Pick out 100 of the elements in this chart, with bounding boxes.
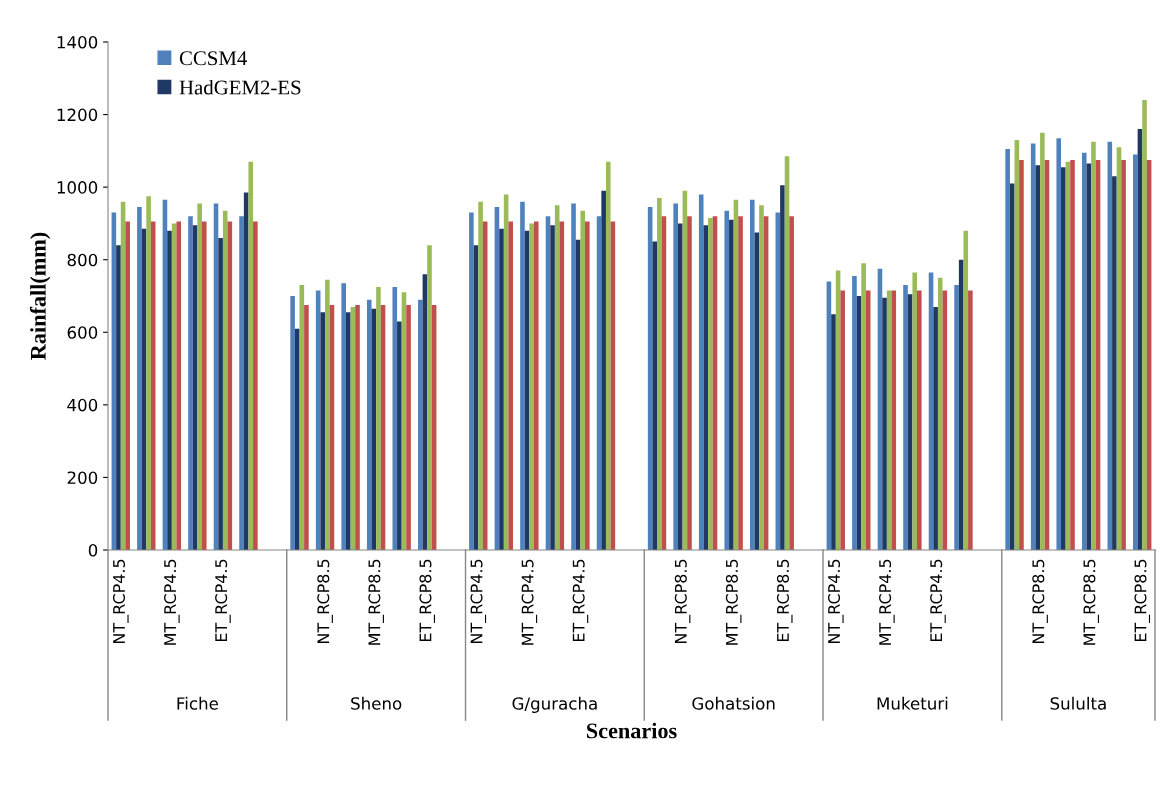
bar [759,205,764,550]
bar [167,230,172,550]
x-tick-label: MT_RCP8.5 [368,559,384,645]
x-tick-label: MT_RCP8.5 [1083,559,1099,645]
bar [1091,141,1096,550]
bar [937,277,943,550]
legend-label: HadGEM2-ES [179,79,301,95]
bar [188,216,193,550]
bar [954,285,959,550]
bar [917,290,922,550]
bar [478,201,483,550]
bar [201,221,207,550]
bar [861,263,866,550]
bar [529,223,534,550]
bar [218,237,223,550]
bar [738,216,743,550]
x-tick-label: ET_RCP8.5 [1134,559,1151,642]
bar [290,296,295,550]
bar [1142,100,1147,550]
bar [176,221,182,550]
bar [499,228,504,550]
text: Sheno [351,696,402,710]
bar [325,279,330,550]
bar [406,305,411,550]
y-axis-title: Rainfall(mm) [29,232,51,360]
text: Fiche [177,696,218,710]
x-tick-label: NT_RCP4.5 [112,559,129,643]
bar [749,199,755,550]
bar [1005,149,1010,550]
bar [508,221,514,550]
bar [520,201,525,550]
bar [963,230,969,550]
bar [355,305,360,550]
bar [1019,159,1024,550]
bar [580,210,586,550]
y-tick-label: 1400 [57,35,98,49]
bar [652,241,658,550]
bar [137,207,142,550]
bar [1121,159,1126,550]
bar [840,290,845,550]
x-tick-label: MT_RCP4.5 [879,559,895,645]
bar [903,285,908,550]
bar [605,161,611,550]
bar [831,314,836,550]
text: Sululta [1050,696,1106,710]
bar [852,276,857,550]
x-tick-label: MT_RCP4.5 [521,559,538,645]
bar [427,245,432,550]
bar [366,299,372,550]
bar [865,290,871,550]
bar [724,210,730,550]
bar [677,223,683,550]
bar [912,272,917,550]
bar [533,221,539,550]
x-tick-label: NT_RCP8.5 [1032,559,1048,643]
bar [1056,138,1062,550]
bar [222,210,228,550]
y-tick-label: 800 [67,253,98,267]
bar [197,203,202,550]
bar [1070,159,1075,550]
bar [708,217,713,550]
bar [239,216,244,550]
bar [1009,183,1015,550]
bar [320,312,326,550]
bar [253,221,258,550]
bar [933,306,938,550]
text: G/guracha [512,696,597,714]
bar [1081,152,1087,550]
bar [673,203,678,550]
bar [418,299,423,550]
y-tick-label: 600 [67,326,98,339]
text: Muketuri [877,696,948,710]
bar [585,221,590,550]
x-tick-label: ET_RCP4.5 [930,559,946,642]
text: Gohatsion [692,696,775,710]
x-tick-label: MT_RCP4.5 [164,559,180,645]
bar [1061,167,1066,550]
x-tick-label: NT_RCP8.5 [674,559,691,643]
bar [341,283,346,550]
bar [571,203,576,550]
bar [559,221,565,550]
bar [687,216,692,550]
bar [968,290,973,550]
bar [657,198,662,550]
bar [248,161,254,550]
bar [376,286,381,550]
bar [397,321,402,550]
x-tick-label: ET_RCP8.5 [419,559,436,642]
x-tick-label: ET_RCP4.5 [572,559,589,642]
bar [392,286,398,550]
y-tick-label: 1200 [57,108,98,122]
x-tick-label: NT_RCP4.5 [470,559,487,643]
bar [125,221,130,550]
x-tick-label: ET_RCP8.5 [776,559,793,642]
y-tick-label: 1000 [57,181,98,194]
bar [698,194,704,550]
y-tick-label: 200 [67,471,98,484]
bar [146,196,151,550]
bar [469,212,474,550]
y-tick-label: 400 [67,398,98,412]
